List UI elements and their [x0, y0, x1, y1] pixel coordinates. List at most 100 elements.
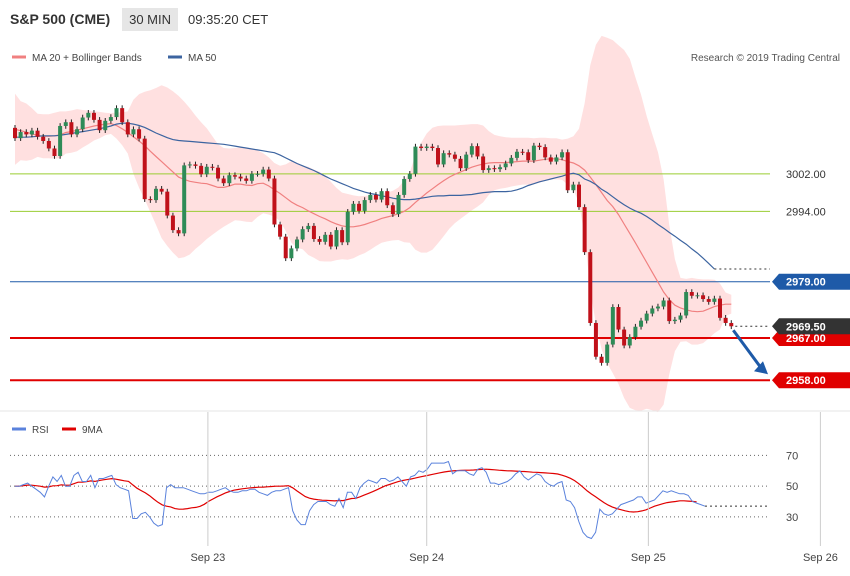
candle-body-100	[577, 184, 581, 208]
candle-body-29	[176, 230, 181, 234]
candle-body-62	[362, 200, 367, 211]
candle-body-52	[306, 225, 311, 230]
candle-body-122	[701, 295, 706, 300]
candle-body-93	[537, 145, 542, 148]
candle-body-15	[97, 119, 102, 131]
candle-body-64	[373, 194, 378, 200]
candle-body-88	[509, 157, 514, 164]
candle-body-11	[75, 129, 80, 135]
rsi-panel: 30 50 70	[10, 450, 798, 540]
candle-body-2	[24, 132, 29, 135]
candle-body-14	[91, 112, 96, 120]
candle-body-127	[729, 322, 734, 327]
candle-body-21	[131, 129, 136, 135]
forecast-arrow-head	[754, 361, 768, 375]
candle-body-84	[486, 168, 491, 171]
candle-body-66	[385, 191, 390, 206]
candle-body-67	[390, 205, 395, 215]
candle-body-95	[548, 157, 553, 162]
date-label-2: Sep 25	[631, 552, 666, 564]
bb-area	[15, 35, 732, 413]
candle-body-117	[672, 319, 677, 322]
candle-body-49	[289, 248, 294, 259]
candle-body-19	[120, 108, 125, 123]
candle-body-56	[328, 234, 333, 247]
current-price-label-text: 2969.50	[786, 321, 826, 333]
candle-body-25	[154, 188, 158, 201]
candle-body-18	[114, 108, 119, 118]
price-labels: 3002.00 2994.00 2979.00 2967.00 2958.00 2969.…	[772, 169, 850, 389]
candle-body-3	[29, 130, 34, 135]
candle-body-0	[13, 127, 17, 139]
candle-body-116	[667, 300, 672, 322]
candle-body-68	[396, 194, 401, 215]
candle-body-113	[650, 308, 655, 314]
candle-body-97	[560, 152, 565, 158]
candle-body-72	[419, 146, 424, 149]
candle-body-20	[125, 122, 130, 135]
candle-body-16	[103, 120, 108, 131]
candle-body-50	[295, 239, 299, 249]
candle-body-123	[706, 299, 711, 302]
candle-body-79	[458, 158, 463, 169]
candle-body-92	[531, 145, 536, 161]
rsi-ma-legend-label: 9MA	[82, 425, 103, 436]
level-label-1-text: 2994.00	[786, 206, 826, 218]
candle-body-124	[712, 298, 717, 302]
candle-body-10	[69, 122, 74, 135]
symbol-title: S&P 500 (CME)	[10, 11, 111, 27]
moving-averages	[14, 122, 770, 327]
candle-body-32	[193, 164, 198, 166]
candle-body-118	[678, 315, 683, 320]
candle-body-114	[655, 306, 660, 309]
candle-body-35	[210, 166, 215, 168]
bollinger-band	[15, 35, 732, 413]
candle-body-107	[616, 307, 621, 330]
candle-body-5	[41, 136, 46, 141]
candle-body-23	[142, 138, 147, 200]
candle-body-58	[340, 230, 345, 243]
candle-body-98	[565, 152, 570, 191]
level-label-4-text: 2958.00	[786, 375, 826, 387]
candle-body-43	[255, 173, 260, 175]
candle-body-77	[447, 153, 452, 155]
candle-body-73	[424, 146, 429, 149]
candle-body-111	[639, 320, 644, 327]
level-lines	[10, 173, 770, 382]
level-label-4-box	[772, 372, 850, 389]
rsi-tick-0: 30	[786, 512, 798, 524]
candle-body-37	[221, 178, 226, 184]
candle-body-81	[469, 146, 474, 155]
level-label-3-text: 2967.00	[786, 333, 826, 345]
candle-body-59	[345, 211, 350, 243]
level-label-2-box	[772, 273, 850, 290]
candle-body-55	[323, 234, 328, 242]
candle-body-105	[605, 344, 610, 363]
candle-body-40	[238, 176, 243, 179]
level-label-2-text: 2979.00	[786, 277, 826, 289]
date-label-0: Sep 23	[190, 552, 225, 564]
candle-body-121	[695, 295, 700, 297]
candle-body-103	[593, 322, 598, 357]
header: S&P 500 (CME) 30 MIN 09:35:20 CET	[0, 0, 850, 38]
candle-body-101	[582, 207, 587, 253]
candle-body-115	[661, 300, 666, 307]
candle-body-104	[599, 356, 604, 363]
candle-body-65	[379, 191, 384, 200]
candle-body-102	[588, 252, 593, 323]
candle-body-106	[610, 307, 615, 345]
candle-body-48	[283, 236, 288, 259]
candle-body-54	[317, 239, 322, 242]
candle-body-87	[503, 163, 508, 168]
candle-body-39	[232, 175, 237, 177]
candle-body-109	[627, 337, 632, 346]
candle-body-61	[357, 203, 362, 211]
candle-body-46	[272, 178, 277, 225]
candle-body-89	[514, 151, 519, 158]
candle-body-126	[723, 317, 728, 323]
candle-body-82	[475, 146, 480, 157]
timeframe-badge[interactable]: 30 MIN	[122, 7, 179, 31]
candle-body-76	[441, 153, 446, 165]
candle-body-7	[52, 148, 57, 156]
